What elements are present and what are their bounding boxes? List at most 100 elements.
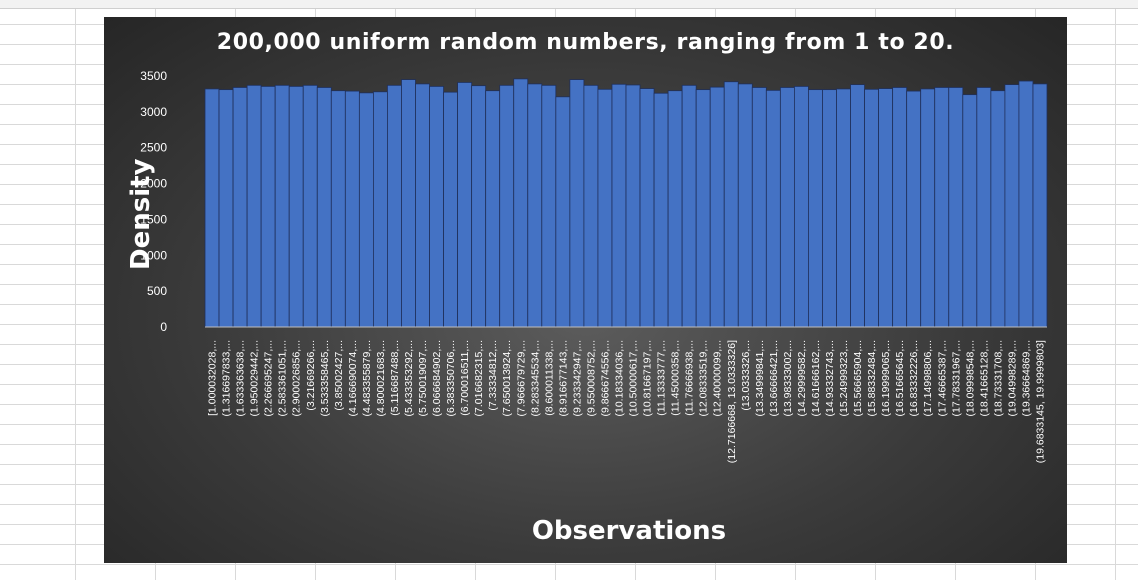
histogram-bar[interactable] (387, 84, 402, 328)
y-tick-label: 1500 (140, 212, 167, 226)
histogram-bar[interactable] (218, 89, 234, 328)
x-tick-label: (12.08333519,... (698, 340, 710, 416)
histogram-bar[interactable] (583, 84, 599, 328)
histogram-bar[interactable] (808, 89, 823, 328)
x-tick-label: (8.283345534,... (529, 340, 541, 416)
histogram-bar[interactable] (513, 78, 529, 328)
x-tick-label: (1.950029442,... (249, 340, 261, 416)
histogram-bar[interactable] (709, 86, 725, 328)
x-tick-label: (4.800021683,... (375, 340, 387, 416)
histogram-bar[interactable] (779, 87, 795, 328)
histogram-bar[interactable] (962, 94, 978, 328)
histogram-bar[interactable] (822, 89, 837, 328)
x-tick-label: (3.533358465,... (319, 340, 331, 416)
histogram-bar[interactable] (906, 90, 922, 328)
histogram-bar[interactable] (990, 90, 1006, 328)
histogram-bar[interactable] (330, 90, 346, 328)
x-tick-label: (4.483355879,... (361, 340, 373, 416)
histogram-bar[interactable] (569, 79, 585, 328)
x-tick-label: (18.09998548,... (964, 340, 976, 416)
x-tick-label: (11.76666938,... (684, 340, 696, 416)
x-tick-label: (10.50000617,... (628, 340, 640, 416)
x-tick-label: (6.700016511,... (459, 340, 471, 416)
histogram-bar[interactable] (892, 87, 908, 328)
histogram-bar[interactable] (667, 90, 683, 328)
x-tick-label: (6.066684902,... (431, 340, 443, 416)
histogram-bar[interactable] (948, 87, 964, 328)
x-tick-label: (2.583361051,... (277, 340, 289, 416)
histogram-bar[interactable] (457, 82, 473, 328)
histogram-bar[interactable] (976, 87, 992, 328)
y-tick-label: 2500 (140, 141, 167, 155)
histogram-bar[interactable] (934, 87, 950, 328)
histogram-bar[interactable] (499, 84, 515, 328)
x-tick-label: (16.83332226,... (908, 340, 920, 416)
histogram-bar[interactable] (288, 86, 304, 328)
histogram-bar[interactable] (1032, 83, 1048, 328)
histogram-bar[interactable] (794, 86, 809, 328)
histogram-bar[interactable] (751, 87, 767, 328)
histogram-bar[interactable] (527, 83, 543, 328)
histogram-bar[interactable] (555, 96, 571, 328)
x-tick-label: (10.18334036,... (613, 340, 625, 416)
histogram-bar[interactable] (358, 92, 374, 328)
histogram-bar[interactable] (372, 91, 388, 328)
y-tick-label: 3000 (140, 105, 167, 119)
histogram-bar[interactable] (429, 86, 444, 328)
histogram-bar[interactable] (485, 90, 501, 328)
histogram-bar[interactable] (415, 83, 430, 328)
chart-area[interactable]: 200,000 uniform random numbers, ranging … (104, 17, 1067, 563)
histogram-bar[interactable] (625, 84, 641, 328)
y-tick-label: 0 (160, 320, 167, 334)
x-tick-label: (7.33334812,... (487, 340, 499, 411)
histogram-bar[interactable] (639, 88, 655, 328)
histogram-bar[interactable] (850, 84, 865, 328)
x-tick-label: (15.56665904,... (852, 340, 864, 416)
x-tick-label: (18.41665128,... (978, 340, 990, 416)
histogram-bar[interactable] (260, 86, 276, 328)
x-tick-label: (9.866674556,... (599, 340, 611, 416)
x-tick-label: (13.66666421,... (768, 340, 780, 416)
histogram-bar[interactable] (302, 84, 318, 328)
x-tick-label: (16.19999065,... (880, 340, 892, 416)
x-tick-label: (19.36664869,... (1020, 340, 1032, 416)
y-tick-label: 500 (147, 284, 167, 298)
histogram-bar[interactable] (401, 79, 416, 328)
x-tick-label: (2.266695247,... (263, 340, 275, 416)
histogram-bar[interactable] (541, 84, 557, 328)
x-tick-label: (10.81667197,... (642, 340, 654, 416)
plot-svg: 0 500 1000 1500 2000 2500 3000 3500 [1.000032028… (140, 69, 1048, 463)
histogram-bar[interactable] (1004, 84, 1020, 328)
histogram-bar[interactable] (443, 91, 459, 328)
x-tick-label: (14.29999582,... (796, 340, 808, 416)
histogram-bar[interactable] (836, 88, 851, 328)
histogram-bar[interactable] (204, 88, 220, 328)
histogram-bar[interactable] (653, 92, 669, 328)
x-tick-label: (3.85002427,... (333, 340, 345, 411)
histogram-bar[interactable] (611, 83, 627, 328)
histogram-bar[interactable] (471, 85, 487, 328)
histogram-bar[interactable] (232, 87, 248, 328)
histogram-bar[interactable] (681, 84, 697, 328)
x-tick-label: (14.93332743,... (824, 340, 836, 416)
x-tick-label: (18.73331708,... (992, 340, 1004, 416)
histogram-bar[interactable] (920, 88, 936, 328)
x-tick-label: (7.966679729,... (515, 340, 527, 416)
histogram-bar[interactable] (274, 84, 290, 328)
histogram-bar[interactable] (597, 88, 613, 328)
x-tick-label: (2.900026856,... (291, 340, 303, 416)
histogram-bar[interactable] (344, 90, 360, 328)
histogram-bar[interactable] (246, 84, 262, 328)
x-tick-label: (1.316697833,... (221, 340, 233, 416)
histogram-bar[interactable] (765, 89, 781, 328)
histogram-bar[interactable] (737, 83, 753, 328)
histogram-bar[interactable] (316, 87, 332, 328)
x-tick-label: (13.0333326,... (740, 340, 752, 411)
histogram-bar[interactable] (723, 81, 739, 328)
histogram-bar[interactable] (695, 89, 711, 328)
histogram-bar[interactable] (864, 88, 880, 328)
histogram-bar[interactable] (1018, 80, 1034, 328)
histogram-bar[interactable] (878, 88, 894, 328)
x-tick-label: (13.34999841,... (754, 340, 766, 416)
x-tick-label: (5.750019097,... (417, 340, 429, 416)
